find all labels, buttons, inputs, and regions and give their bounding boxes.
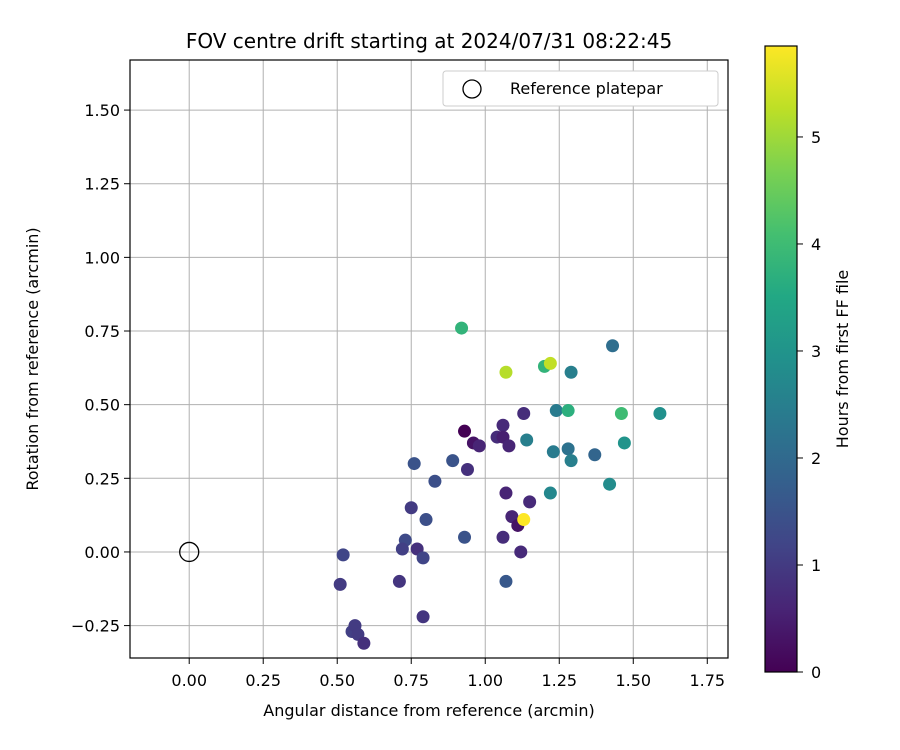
data-point bbox=[336, 548, 350, 562]
data-point bbox=[496, 530, 510, 544]
x-tick-label: 0.50 bbox=[319, 671, 355, 690]
y-tick-label: −0.25 bbox=[71, 617, 120, 636]
colorbar-tick-label: 5 bbox=[811, 128, 821, 147]
y-tick-label: 0.00 bbox=[84, 543, 120, 562]
data-point bbox=[564, 365, 578, 379]
colorbar-tick-label: 4 bbox=[811, 235, 821, 254]
data-point bbox=[514, 545, 528, 559]
data-point bbox=[499, 486, 513, 500]
x-axis-ticks: 0.00 0.25 0.50 0.75 1.00 1.25 1.50 1.75 bbox=[171, 658, 725, 690]
data-point bbox=[419, 513, 433, 527]
data-point bbox=[546, 445, 560, 459]
data-point bbox=[455, 321, 469, 335]
y-tick-label: 1.25 bbox=[84, 175, 120, 194]
y-tick-label: 0.25 bbox=[84, 469, 120, 488]
data-point bbox=[520, 433, 534, 447]
legend-marker bbox=[462, 79, 482, 99]
colorbar-gradient bbox=[765, 46, 797, 672]
colorbar-tick-label: 3 bbox=[811, 342, 821, 361]
data-point bbox=[617, 436, 631, 450]
data-point bbox=[458, 424, 472, 438]
colorbar-frame bbox=[764, 45, 798, 673]
legend: Reference platepar bbox=[442, 70, 719, 107]
legend-box bbox=[442, 70, 719, 107]
data-point bbox=[653, 406, 667, 420]
data-point bbox=[502, 439, 516, 453]
data-point bbox=[407, 457, 421, 471]
grid-lines bbox=[130, 60, 728, 658]
reference-platepar-point bbox=[179, 541, 200, 563]
data-point bbox=[561, 442, 575, 456]
data-point bbox=[588, 448, 602, 462]
data-point bbox=[416, 610, 430, 624]
data-point bbox=[458, 530, 472, 544]
data-point bbox=[446, 454, 460, 468]
data-point bbox=[517, 513, 531, 527]
colorbar-tick-label: 0 bbox=[811, 663, 821, 682]
data-point bbox=[564, 454, 578, 468]
data-point bbox=[499, 574, 513, 588]
x-tick-label: 1.50 bbox=[615, 671, 651, 690]
y-tick-label: 1.00 bbox=[84, 248, 120, 267]
data-point bbox=[460, 462, 474, 476]
y-tick-label: 0.50 bbox=[84, 396, 120, 415]
x-tick-label: 1.00 bbox=[467, 671, 503, 690]
colorbar-label: Hours from first FF file bbox=[833, 270, 852, 449]
colorbar: 0 1 2 3 4 5 Hours from first FF file bbox=[764, 45, 852, 682]
x-axis-label: Angular distance from reference (arcmin) bbox=[263, 701, 594, 720]
data-point bbox=[392, 574, 406, 588]
data-point bbox=[549, 404, 563, 418]
x-tick-label: 0.00 bbox=[171, 671, 207, 690]
data-point bbox=[395, 542, 409, 556]
colorbar-tick-label: 1 bbox=[811, 556, 821, 575]
data-points bbox=[333, 321, 667, 650]
data-point bbox=[543, 486, 557, 500]
data-point bbox=[357, 636, 371, 650]
data-point bbox=[333, 577, 347, 591]
data-point bbox=[499, 365, 513, 379]
y-axis-ticks: −0.25 0.00 0.25 0.50 0.75 1.00 1.25 1.50 bbox=[71, 101, 130, 636]
data-point bbox=[523, 495, 537, 509]
y-tick-label: 1.50 bbox=[84, 101, 120, 120]
data-point bbox=[561, 404, 575, 418]
y-axis-label: Rotation from reference (arcmin) bbox=[23, 227, 42, 490]
data-point bbox=[603, 477, 617, 491]
data-point bbox=[416, 551, 430, 565]
x-tick-label: 0.25 bbox=[245, 671, 281, 690]
x-tick-label: 0.75 bbox=[393, 671, 429, 690]
legend-label: Reference platepar bbox=[510, 79, 663, 98]
y-tick-label: 0.75 bbox=[84, 322, 120, 341]
data-point bbox=[496, 418, 510, 432]
data-point bbox=[606, 339, 620, 353]
reference-marker bbox=[179, 541, 200, 563]
colorbar-tick-label: 2 bbox=[811, 449, 821, 468]
data-point bbox=[543, 356, 557, 370]
data-point bbox=[517, 406, 531, 420]
colorbar-ticks: 0 1 2 3 4 5 bbox=[797, 128, 821, 682]
x-tick-label: 1.75 bbox=[689, 671, 725, 690]
plot-frame bbox=[129, 59, 729, 659]
data-point bbox=[428, 474, 442, 488]
data-point bbox=[472, 439, 486, 453]
x-tick-label: 1.25 bbox=[541, 671, 577, 690]
data-point bbox=[614, 406, 628, 420]
chart-title: FOV centre drift starting at 2024/07/31 … bbox=[186, 29, 672, 53]
data-point bbox=[404, 501, 418, 515]
